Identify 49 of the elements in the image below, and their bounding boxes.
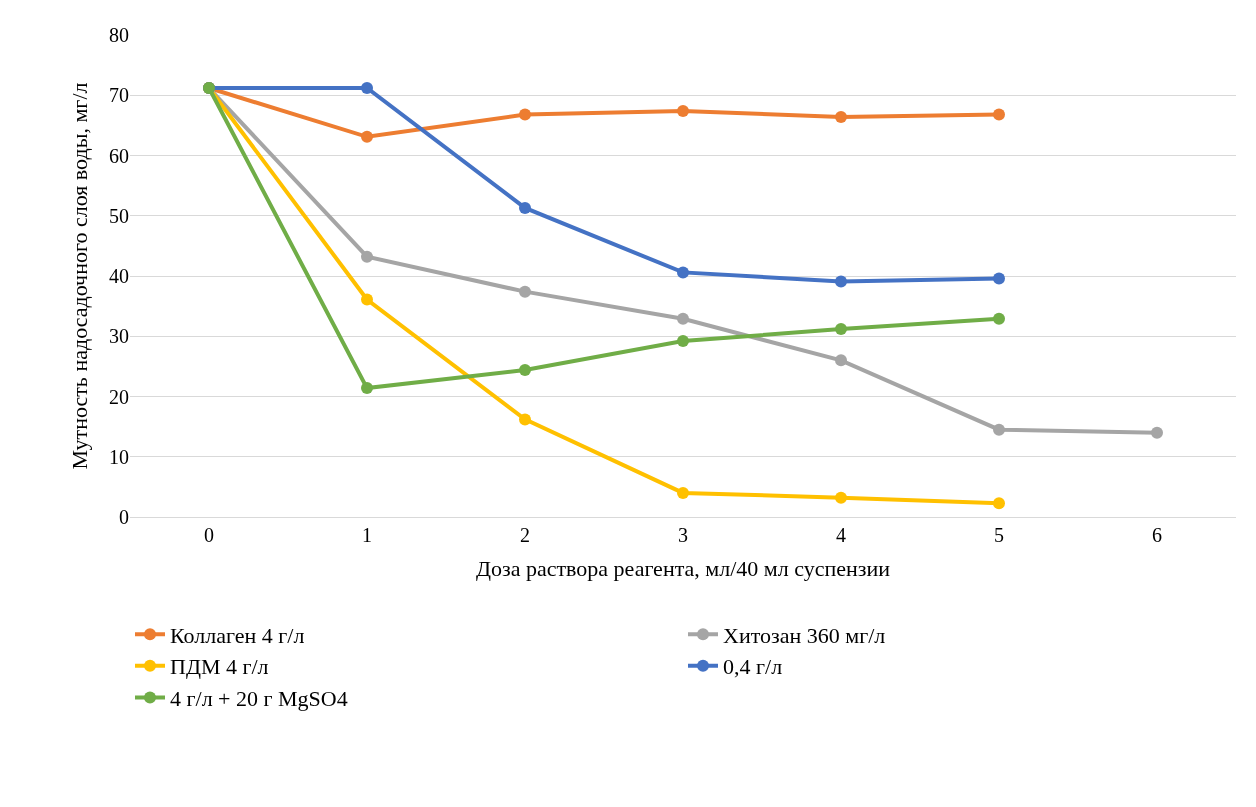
point xyxy=(361,130,373,143)
point xyxy=(677,335,689,348)
x-tick-label: 2 xyxy=(520,524,530,546)
x-tick-label: 3 xyxy=(678,524,688,546)
point xyxy=(993,108,1005,121)
point xyxy=(993,312,1005,325)
y-tick-label: 40 xyxy=(109,265,129,287)
point xyxy=(519,285,531,298)
point xyxy=(677,312,689,325)
point xyxy=(993,497,1005,510)
point xyxy=(361,82,373,95)
legend-label: Коллаген 4 г/л xyxy=(170,622,305,648)
legend-label: Хитозан 360 мг/л xyxy=(723,622,886,648)
point xyxy=(677,486,689,499)
y-tick-label: 20 xyxy=(109,385,129,408)
y-tick-label: 80 xyxy=(109,24,129,46)
x-tick-label: 5 xyxy=(994,524,1004,546)
x-tick-label: 6 xyxy=(1152,524,1162,546)
x-axis-title: Доза раствора реагента, мл/40 мл суспензии xyxy=(475,555,891,581)
x-tick-label: 1 xyxy=(362,524,372,546)
point xyxy=(835,110,847,123)
point xyxy=(519,413,531,426)
point xyxy=(993,272,1005,285)
x-tick-label: 4 xyxy=(836,524,846,546)
point xyxy=(519,108,531,121)
y-tick-label: 10 xyxy=(109,445,129,468)
y-tick-label: 0 xyxy=(119,506,129,528)
point xyxy=(835,354,847,367)
x-tick-label: 0 xyxy=(204,524,214,546)
point xyxy=(361,382,373,395)
point xyxy=(361,293,373,306)
y-tick-label: 50 xyxy=(109,204,129,227)
point xyxy=(993,423,1005,436)
point xyxy=(835,491,847,504)
point xyxy=(835,323,847,336)
legend-label: 0,4 г/л xyxy=(723,654,783,680)
legend-label: ПДМ 4 г/л xyxy=(170,654,269,680)
point xyxy=(1151,426,1163,439)
y-tick-label: 70 xyxy=(109,84,129,107)
point xyxy=(677,104,689,117)
y-tick-label: 30 xyxy=(109,325,129,348)
point xyxy=(835,275,847,288)
y-tick-label: 60 xyxy=(109,144,129,167)
y-axis-title: Мутность надосадочного слоя воды, мг/л xyxy=(66,82,92,470)
point xyxy=(677,266,689,279)
point xyxy=(519,201,531,214)
point xyxy=(519,363,531,376)
legend-label: 4 г/л + 20 г MgSO4 xyxy=(170,685,348,711)
point xyxy=(361,250,373,263)
